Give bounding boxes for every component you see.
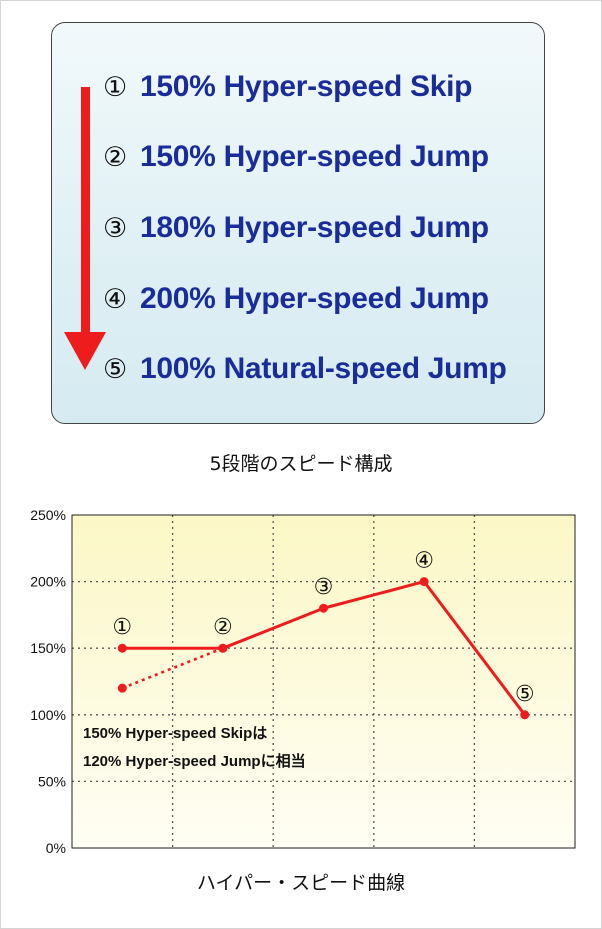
step-number: ⑤ <box>103 353 128 385</box>
point-label: ① <box>112 615 132 640</box>
data-point <box>218 643 228 653</box>
y-tick-label: 150% <box>30 640 66 656</box>
step-number: ④ <box>103 283 128 315</box>
step-label: 150% Hyper-speed Skip <box>140 70 473 103</box>
chart-caption: ハイパー・スピード曲線 <box>196 872 406 894</box>
down-arrow-shaft <box>81 87 90 342</box>
step-label: 100% Natural-speed Jump <box>140 352 507 385</box>
step-4: ④ 200% Hyper-speed Jump <box>103 282 489 316</box>
step-2: ② 150% Hyper-speed Jump <box>103 140 489 174</box>
step-number: ③ <box>103 212 128 244</box>
step-5: ⑤ 100% Natural-speed Jump <box>103 352 507 386</box>
point-label: ② <box>213 615 233 640</box>
data-point <box>117 643 127 653</box>
data-point <box>419 577 429 587</box>
speed-steps-panel <box>51 22 545 424</box>
point-label: ④ <box>414 549 434 574</box>
point-label: ⑤ <box>515 682 535 707</box>
step-1: ① 150% Hyper-speed Skip <box>103 70 472 104</box>
y-tick-label: 100% <box>30 707 66 723</box>
plot-frame <box>71 514 576 849</box>
y-tick-label: 250% <box>30 507 66 523</box>
hyper-speed-chart: 0% 50% 100% 150% 200% 250% ① ② ③ ④ ⑤ <box>30 507 576 856</box>
step-label: 200% Hyper-speed Jump <box>140 282 489 315</box>
annotation-line-1: 150% Hyper-speed Skipは <box>83 725 268 742</box>
down-arrow-icon <box>64 332 106 370</box>
y-tick-label: 50% <box>38 773 66 789</box>
data-point <box>117 683 127 693</box>
step-label: 180% Hyper-speed Jump <box>140 211 489 244</box>
annotation-line-2: 120% Hyper-speed Jumpに相当 <box>83 753 306 770</box>
step-3: ③ 180% Hyper-speed Jump <box>103 211 489 245</box>
data-point <box>520 710 530 720</box>
plot-area <box>72 515 575 848</box>
step-number: ① <box>103 71 128 103</box>
data-point <box>319 603 328 613</box>
steps-caption: 5段階のスピード構成 <box>209 453 393 475</box>
step-label: 150% Hyper-speed Jump <box>140 140 489 173</box>
point-label: ③ <box>314 575 334 600</box>
y-tick-label: 0% <box>46 840 66 856</box>
step-number: ② <box>103 141 128 173</box>
y-tick-label: 200% <box>30 574 66 590</box>
